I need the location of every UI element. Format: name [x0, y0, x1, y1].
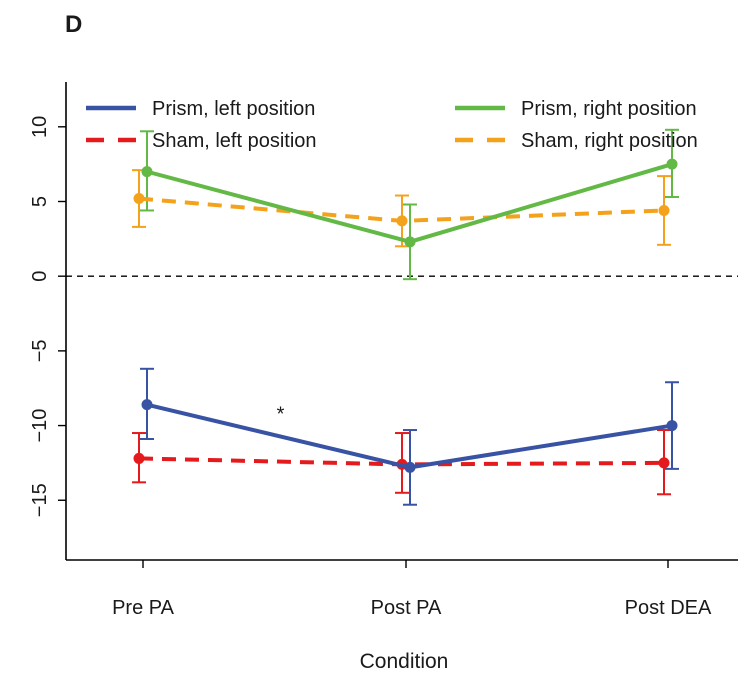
data-point: [666, 158, 678, 170]
data-point: [666, 420, 678, 432]
data-point: [141, 166, 153, 178]
data-point: [404, 236, 416, 248]
data-point: [404, 461, 416, 473]
data-point: [658, 457, 670, 469]
y-tick-label: −5: [29, 339, 51, 362]
data-point: [396, 215, 408, 227]
data-point: [658, 204, 670, 216]
data-point: [133, 193, 145, 205]
y-tick-label: −10: [29, 409, 51, 443]
y-tick-label: 5: [29, 196, 51, 207]
legend-label: Sham, left position: [152, 130, 317, 152]
x-axis-title: Condition: [360, 650, 449, 673]
legend-label: Sham, right position: [521, 130, 698, 152]
plot-area: −15 −10 −5 0 5 10 Pre PA Post PA Post DEA * Prism,…: [29, 82, 738, 619]
x-tick-label: Pre PA: [112, 597, 175, 619]
data-point: [141, 399, 153, 411]
legend-label: Prism, left position: [152, 98, 315, 120]
significance-marker: *: [277, 404, 285, 426]
y-tick-label: 0: [29, 271, 51, 282]
x-tick-label: Post DEA: [625, 597, 712, 619]
panel-label: D: [65, 11, 82, 38]
data-point: [133, 452, 145, 464]
legend-label: Prism, right position: [521, 98, 697, 120]
x-tick-label: Post PA: [371, 597, 442, 619]
y-tick-label: −15: [29, 483, 51, 517]
y-tick-label: 10: [29, 116, 51, 138]
